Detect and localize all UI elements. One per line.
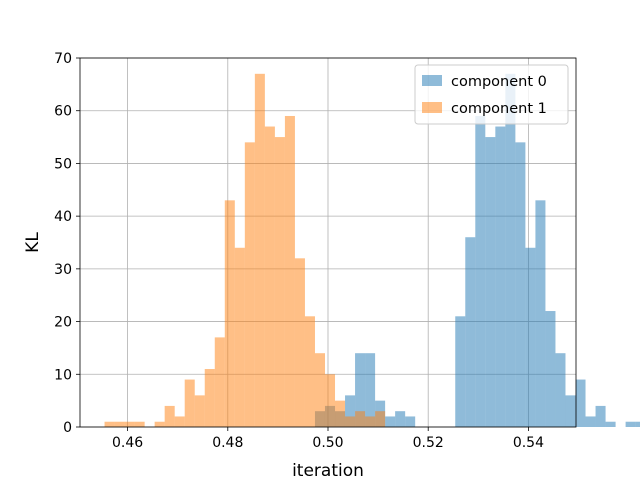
y-tick-label: 40 — [54, 209, 72, 225]
bar-series-1 — [254, 73, 265, 428]
bar-series-0 — [505, 73, 516, 428]
bar-series-1 — [194, 395, 205, 427]
x-tick-label: 0.46 — [112, 435, 143, 451]
legend-box — [414, 64, 569, 125]
x-axis-label: iteration — [292, 461, 364, 480]
bar-series-0 — [605, 421, 616, 427]
x-tick-label: 0.48 — [212, 435, 243, 451]
bar-series-1 — [124, 421, 135, 427]
bar-series-1 — [214, 337, 225, 427]
bar-series-1 — [104, 421, 115, 427]
bar-series-0 — [365, 353, 376, 427]
bar-series-1 — [314, 353, 325, 427]
y-tick-label: 20 — [54, 315, 72, 331]
bar-series-1 — [134, 421, 145, 427]
y-tick-label: 50 — [54, 156, 72, 172]
y-tick-label: 10 — [54, 367, 72, 383]
bar-series-1 — [274, 137, 285, 428]
y-tick-label: 60 — [54, 104, 72, 120]
legend: component 0 component 1 — [414, 64, 569, 125]
bar-series-1 — [304, 316, 315, 427]
bar-series-1 — [114, 421, 125, 427]
bar-series-1 — [375, 411, 386, 427]
bar-series-1 — [174, 416, 185, 427]
bar-series-1 — [164, 405, 175, 427]
bar-series-0 — [635, 421, 640, 427]
bar-series-0 — [575, 379, 586, 427]
legend-swatch — [422, 102, 442, 113]
x-axis-ticks: 0.46 0.48 0.50 0.52 0.54 — [112, 427, 544, 451]
bar-series-1 — [284, 115, 295, 427]
bar-series-1 — [154, 421, 165, 427]
x-tick-label: 0.54 — [513, 435, 544, 451]
bar-series-1 — [234, 247, 245, 427]
bar-series-0 — [515, 142, 526, 428]
bar-series-0 — [495, 126, 506, 428]
bar-series-0 — [585, 416, 596, 427]
y-tick-label: 30 — [54, 262, 72, 278]
bar-series-0 — [465, 237, 476, 427]
y-tick-label: 0 — [63, 420, 72, 436]
bar-series-0 — [545, 311, 556, 427]
histogram-bars — [104, 73, 640, 428]
bar-series-0 — [485, 137, 496, 428]
legend-swatch — [422, 75, 442, 86]
bar-series-1 — [224, 200, 235, 427]
bar-series-0 — [625, 421, 636, 427]
bar-series-0 — [525, 247, 536, 427]
bar-series-1 — [244, 142, 255, 428]
bar-series-0 — [595, 405, 606, 427]
bar-series-0 — [385, 416, 396, 427]
bar-series-0 — [565, 395, 576, 427]
bar-series-1 — [204, 369, 215, 427]
bar-series-1 — [365, 416, 376, 427]
bar-series-0 — [555, 353, 566, 427]
bar-series-1 — [335, 400, 346, 427]
bar-series-0 — [395, 411, 406, 427]
y-tick-label: 70 — [54, 51, 72, 67]
bar-series-1 — [184, 379, 195, 427]
bar-series-0 — [405, 416, 416, 427]
bar-series-1 — [294, 258, 305, 427]
bar-series-0 — [345, 395, 356, 427]
bar-series-0 — [535, 200, 546, 427]
x-tick-label: 0.52 — [413, 435, 444, 451]
bar-series-0 — [475, 115, 486, 427]
x-tick-label: 0.50 — [312, 435, 343, 451]
bar-series-0 — [355, 353, 366, 427]
y-axis-label: KL — [23, 232, 43, 253]
legend-label: component 1 — [451, 101, 547, 117]
bar-series-1 — [345, 416, 356, 427]
bar-series-1 — [355, 411, 366, 427]
legend-label: component 0 — [451, 74, 547, 90]
y-axis-ticks: 0 10 20 30 40 50 60 70 — [54, 51, 80, 436]
bar-series-0 — [455, 316, 466, 427]
bar-series-1 — [324, 374, 336, 427]
bar-series-1 — [264, 126, 275, 428]
